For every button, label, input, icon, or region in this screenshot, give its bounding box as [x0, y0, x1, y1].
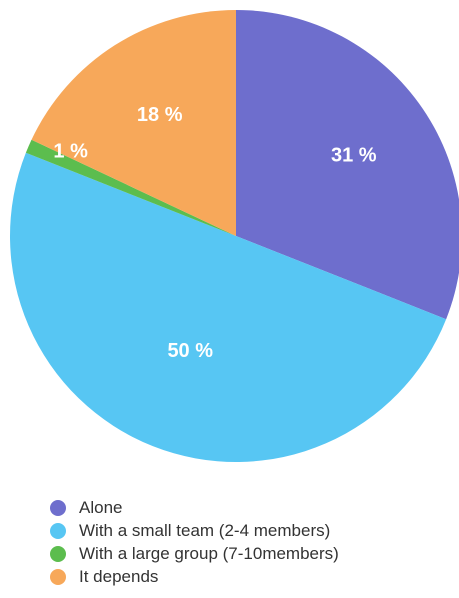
pie-slice-it-depends: [31, 10, 236, 236]
data-label-small-team: 50 %: [167, 340, 213, 362]
data-label-alone: 31 %: [331, 144, 377, 166]
legend-item-small-team: With a small team (2-4 members): [50, 519, 450, 542]
legend-item-large-group: With a large group (7-10members): [50, 542, 450, 565]
legend: Alone With a small team (2-4 members) Wi…: [50, 496, 450, 588]
legend-swatch-it-depends: [50, 568, 66, 585]
pie-slice-large-group: [25, 139, 236, 236]
pie-slice-small-team: [9, 152, 447, 463]
pie-slice-alone: [236, 10, 459, 320]
legend-label-large-group: With a large group (7-10members): [79, 543, 339, 563]
legend-item-it-depends: It depends: [50, 565, 450, 588]
legend-label-small-team: With a small team (2-4 members): [79, 520, 331, 540]
data-label-it-depends: 18 %: [137, 104, 183, 126]
legend-swatch-alone: [50, 499, 66, 516]
legend-swatch-small-team: [50, 522, 66, 539]
legend-label-it-depends: It depends: [79, 566, 159, 586]
data-label-large-group: 1 %: [53, 141, 88, 163]
legend-label-alone: Alone: [79, 497, 123, 517]
pie-plot-area: 31 % 50 % 1 % 18 %: [9, 10, 459, 463]
legend-item-alone: Alone: [50, 496, 450, 519]
legend-swatch-large-group: [50, 545, 66, 562]
